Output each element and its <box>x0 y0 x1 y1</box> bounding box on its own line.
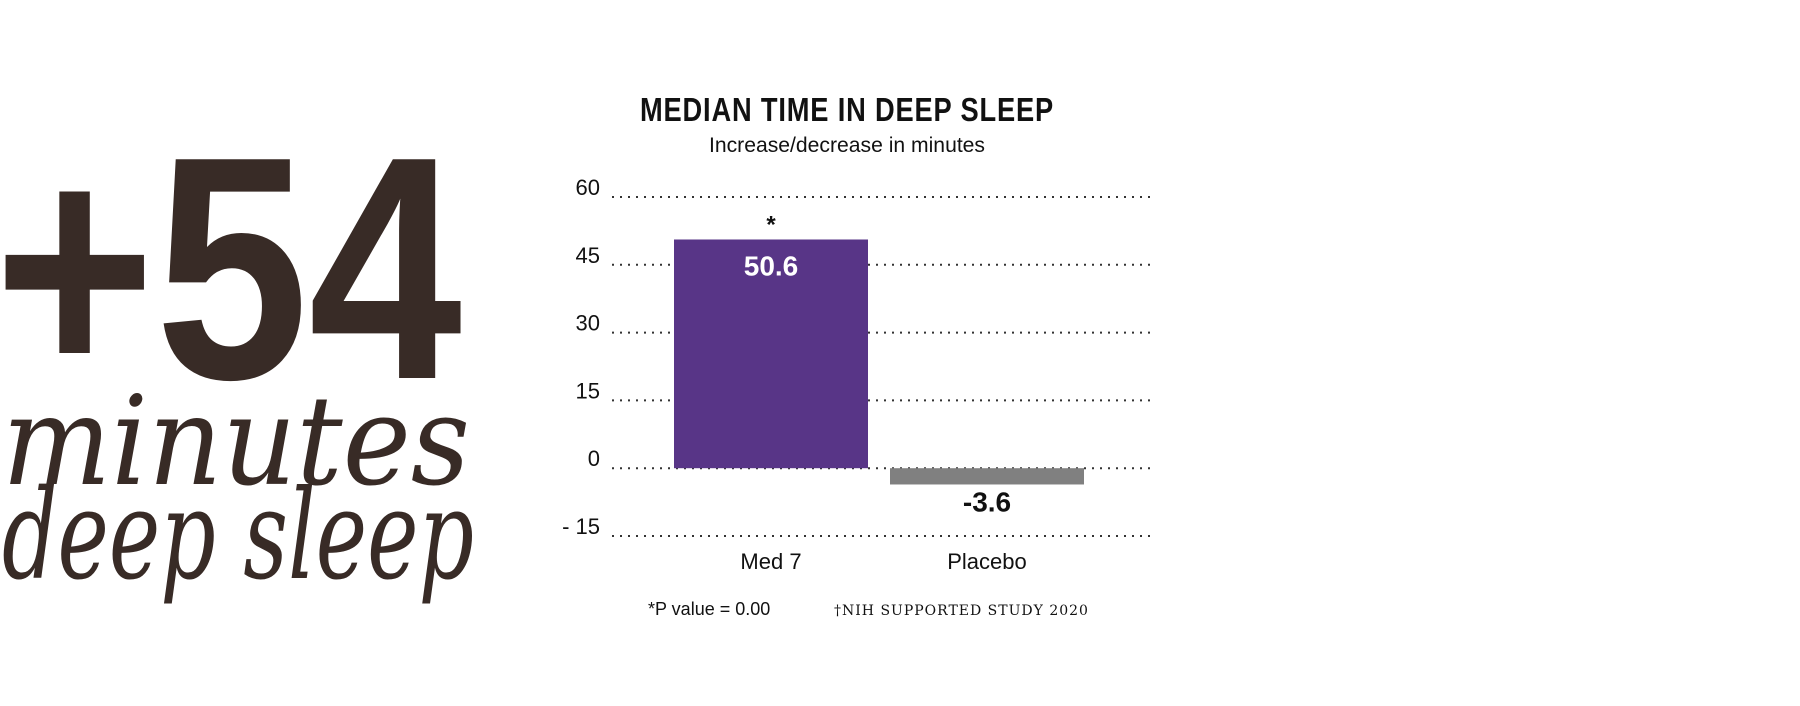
source-footnote: †NIH SUPPORTED STUDY 2020 <box>834 603 1089 619</box>
data-labels: 50.6 * -3.6 <box>744 211 1011 517</box>
y-axis-ticks: 60 45 30 15 0 - 15 <box>562 175 600 539</box>
headline-line-deep-sleep: deep sleep <box>2 464 474 608</box>
headline-number: +54 <box>0 91 464 446</box>
chart-subtitle: Increase/decrease in minutes <box>709 134 985 157</box>
significance-asterisk: * <box>766 211 776 238</box>
headline-block: +54 minutes deep sleep <box>0 91 474 608</box>
bar-placebo <box>890 468 1084 485</box>
p-value-footnote: *P value = 0.00 <box>648 599 770 619</box>
x-category-label: Med 7 <box>740 549 801 574</box>
y-tick-label: 60 <box>576 175 600 200</box>
bar-chart: MEDIAN TIME IN DEEP SLEEP Increase/decre… <box>562 91 1150 574</box>
headline-line-minutes: minutes <box>2 370 470 514</box>
x-axis-categories: Med 7 Placebo <box>740 549 1026 574</box>
y-tick-label: 0 <box>588 446 600 471</box>
value-label: -3.6 <box>963 486 1011 517</box>
y-tick-label: 30 <box>576 311 600 336</box>
x-category-label: Placebo <box>947 549 1027 574</box>
chart-title: MEDIAN TIME IN DEEP SLEEP <box>640 91 1054 128</box>
y-tick-label: 45 <box>576 243 600 268</box>
y-tick-label: - 15 <box>562 514 600 539</box>
value-label: 50.6 <box>744 250 799 281</box>
y-tick-label: 15 <box>576 378 600 403</box>
bars <box>674 239 1084 485</box>
bar-med-7 <box>674 239 868 469</box>
